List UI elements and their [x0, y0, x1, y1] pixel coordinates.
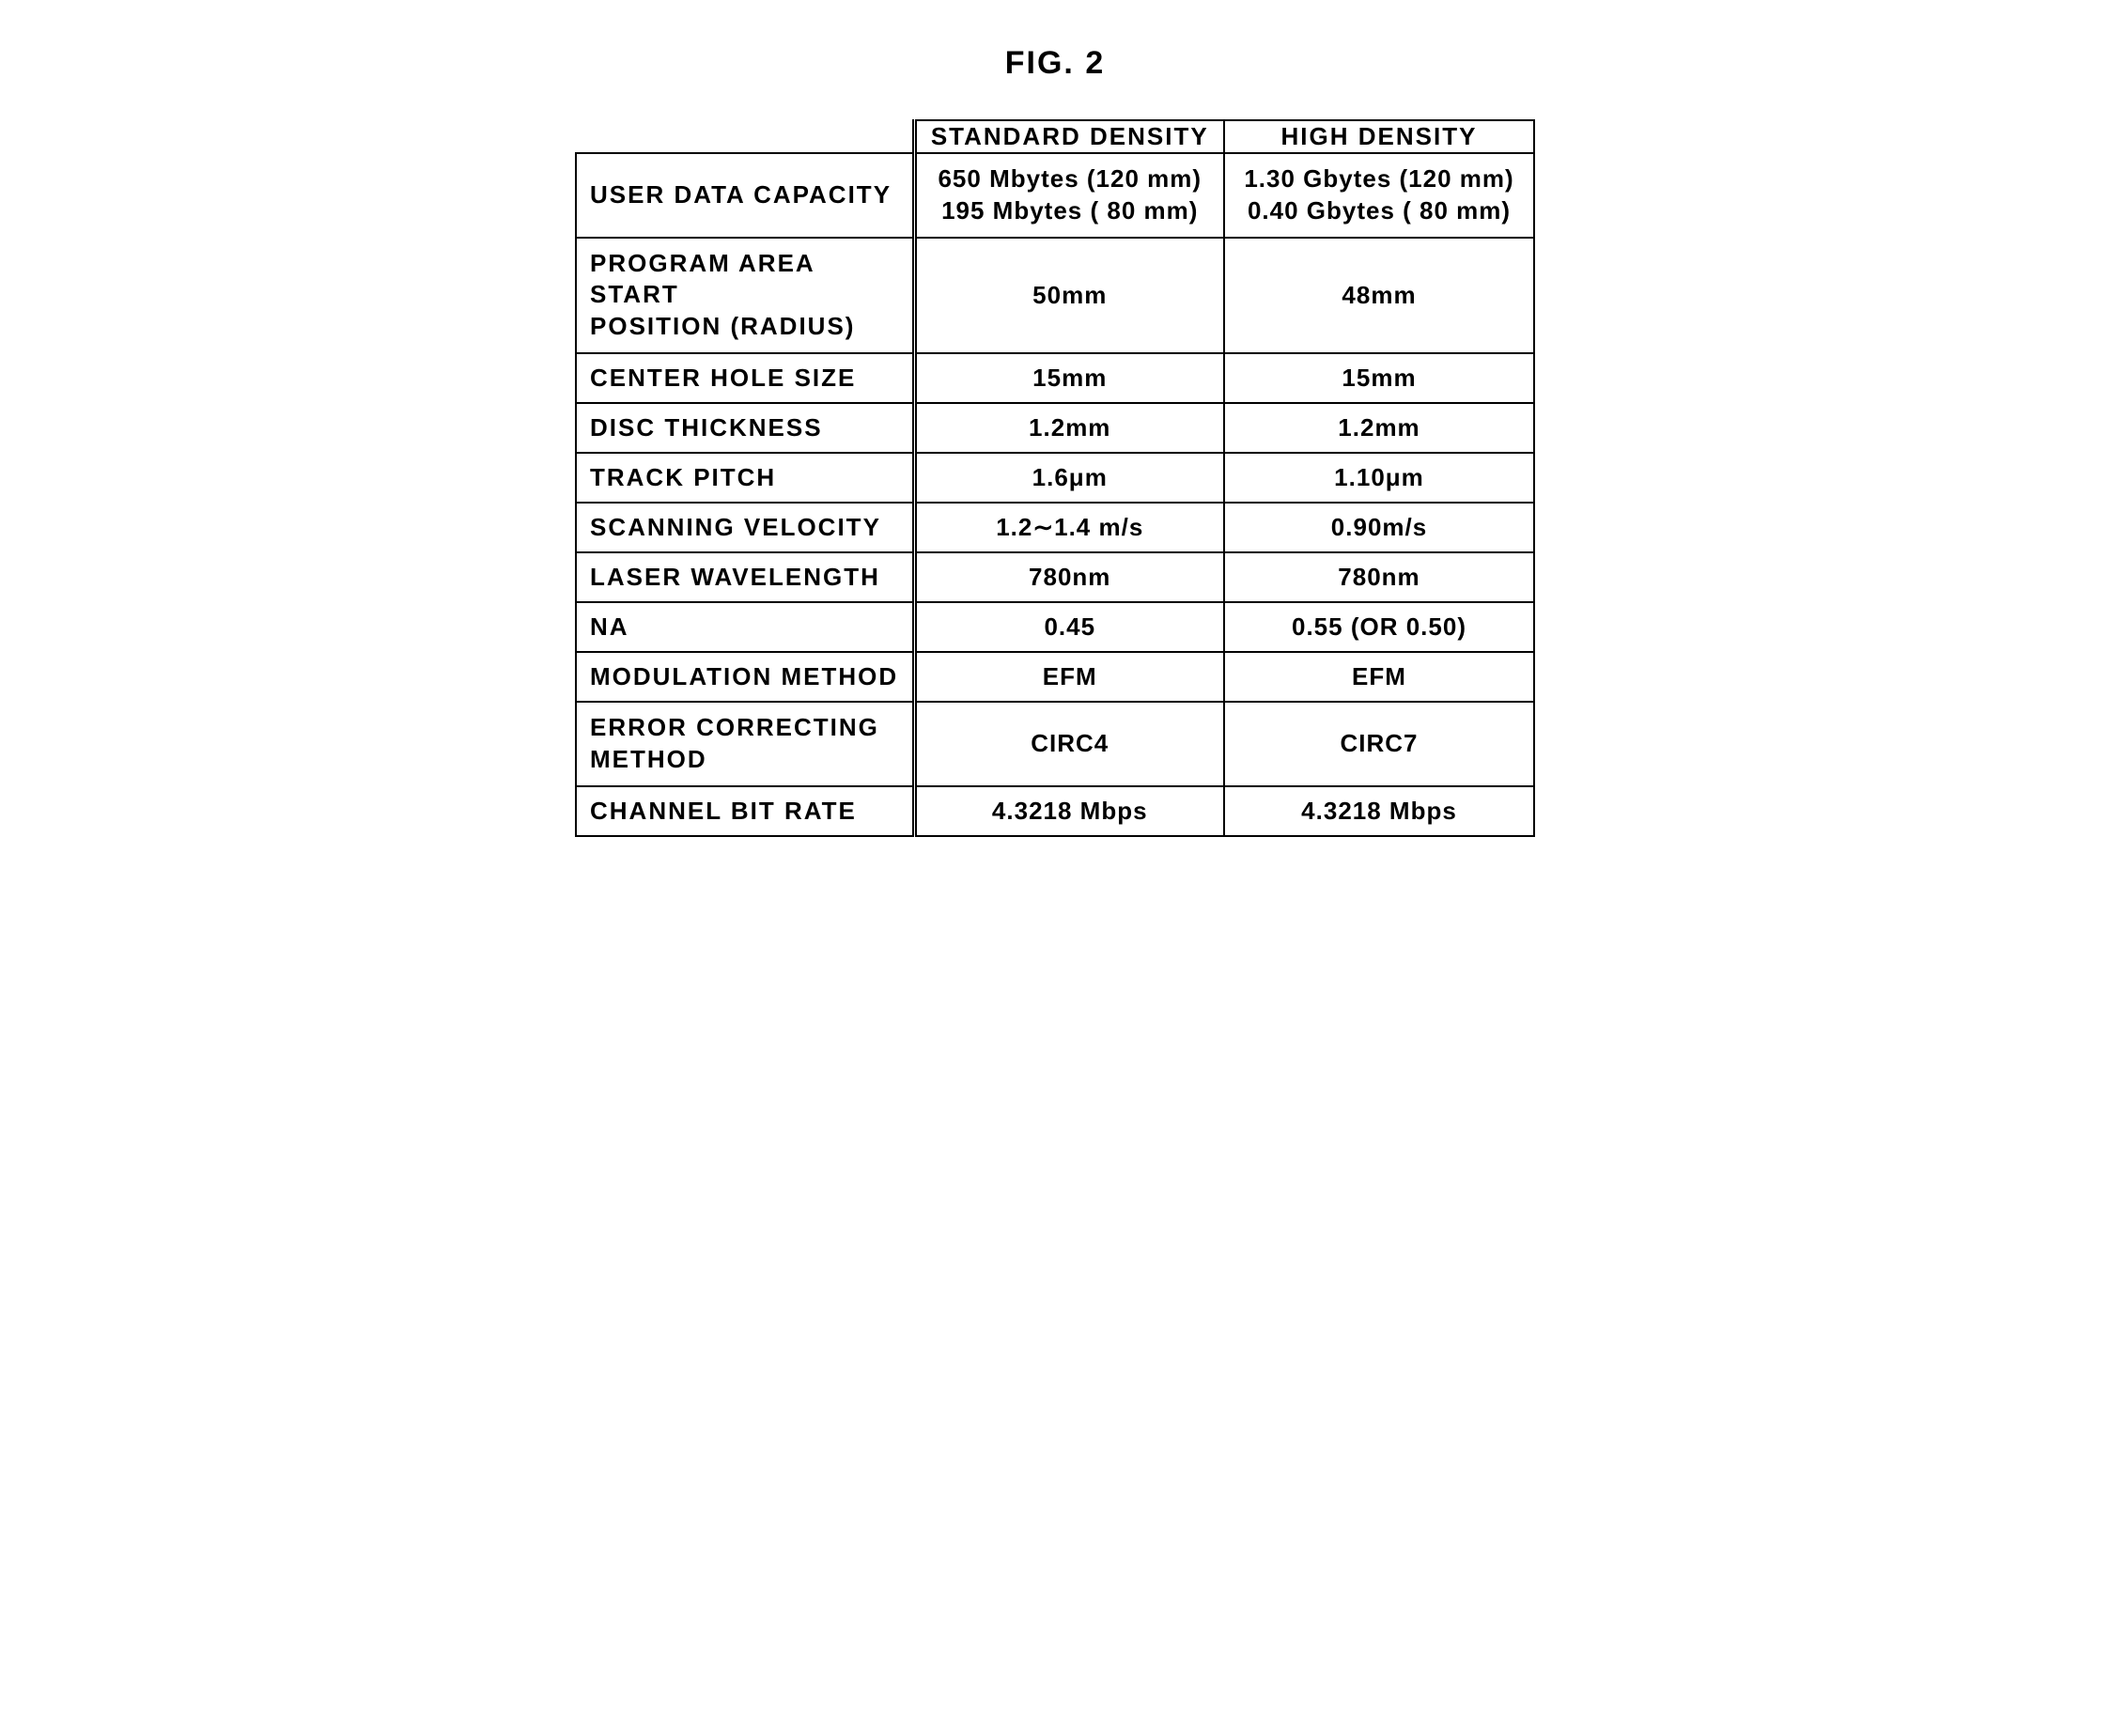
- cell-std: CIRC4: [914, 702, 1224, 786]
- row-label-track-pitch: TRACK PITCH: [576, 453, 914, 503]
- row-label-modulation-method: MODULATION METHOD: [576, 652, 914, 702]
- cell-text: 0.40 Gbytes ( 80 mm): [1248, 196, 1511, 225]
- cell-std: 4.3218 Mbps: [914, 786, 1224, 836]
- table-row: DISC THICKNESS 1.2mm 1.2mm: [576, 403, 1534, 453]
- header-standard-density: STANDARD DENSITY: [914, 120, 1224, 153]
- cell-std: 1.2mm: [914, 403, 1224, 453]
- table-row: NA 0.45 0.55 (OR 0.50): [576, 602, 1534, 652]
- cell-std: 1.2∼1.4 m/s: [914, 503, 1224, 552]
- cell-text: PROGRAM AREA START: [590, 249, 815, 309]
- cell-high: 0.55 (OR 0.50): [1224, 602, 1534, 652]
- row-label-error-correcting-method: ERROR CORRECTING METHOD: [576, 702, 914, 786]
- cell-text: POSITION (RADIUS): [590, 312, 855, 340]
- cell-high: 0.90m/s: [1224, 503, 1534, 552]
- cell-std: 1.6μm: [914, 453, 1224, 503]
- cell-high: CIRC7: [1224, 702, 1534, 786]
- table-row: LASER WAVELENGTH 780nm 780nm: [576, 552, 1534, 602]
- row-label-scanning-velocity: SCANNING VELOCITY: [576, 503, 914, 552]
- cell-high: EFM: [1224, 652, 1534, 702]
- cell-high: 1.10μm: [1224, 453, 1534, 503]
- table-row: USER DATA CAPACITY 650 Mbytes (120 mm) 1…: [576, 153, 1534, 238]
- table-row: TRACK PITCH 1.6μm 1.10μm: [576, 453, 1534, 503]
- cell-text: 650 Mbytes (120 mm): [938, 164, 1202, 193]
- cell-high: 15mm: [1224, 353, 1534, 403]
- row-label-center-hole-size: CENTER HOLE SIZE: [576, 353, 914, 403]
- table-row: CHANNEL BIT RATE 4.3218 Mbps 4.3218 Mbps: [576, 786, 1534, 836]
- row-label-channel-bit-rate: CHANNEL BIT RATE: [576, 786, 914, 836]
- cell-text: METHOD: [590, 745, 707, 773]
- table-row: PROGRAM AREA START POSITION (RADIUS) 50m…: [576, 238, 1534, 353]
- row-label-user-data-capacity: USER DATA CAPACITY: [576, 153, 914, 238]
- table-row: MODULATION METHOD EFM EFM: [576, 652, 1534, 702]
- header-high-density: HIGH DENSITY: [1224, 120, 1534, 153]
- cell-text: ERROR CORRECTING: [590, 713, 879, 741]
- cell-std: 50mm: [914, 238, 1224, 353]
- cell-std: 15mm: [914, 353, 1224, 403]
- table-header-row: STANDARD DENSITY HIGH DENSITY: [576, 120, 1534, 153]
- cell-high: 780nm: [1224, 552, 1534, 602]
- cell-std: 650 Mbytes (120 mm) 195 Mbytes ( 80 mm): [914, 153, 1224, 238]
- figure-title: FIG. 2: [1005, 45, 1105, 82]
- table-row: CENTER HOLE SIZE 15mm 15mm: [576, 353, 1534, 403]
- table-row: SCANNING VELOCITY 1.2∼1.4 m/s 0.90m/s: [576, 503, 1534, 552]
- spec-table: STANDARD DENSITY HIGH DENSITY USER DATA …: [575, 119, 1535, 837]
- row-label-laser-wavelength: LASER WAVELENGTH: [576, 552, 914, 602]
- row-label-disc-thickness: DISC THICKNESS: [576, 403, 914, 453]
- row-label-program-area-start: PROGRAM AREA START POSITION (RADIUS): [576, 238, 914, 353]
- cell-high: 48mm: [1224, 238, 1534, 353]
- cell-std: 780nm: [914, 552, 1224, 602]
- cell-text: 195 Mbytes ( 80 mm): [941, 196, 1198, 225]
- header-empty-cell: [576, 120, 914, 153]
- cell-high: 1.30 Gbytes (120 mm) 0.40 Gbytes ( 80 mm…: [1224, 153, 1534, 238]
- cell-std: EFM: [914, 652, 1224, 702]
- cell-text: 1.30 Gbytes (120 mm): [1244, 164, 1513, 193]
- cell-high: 1.2mm: [1224, 403, 1534, 453]
- cell-std: 0.45: [914, 602, 1224, 652]
- table-row: ERROR CORRECTING METHOD CIRC4 CIRC7: [576, 702, 1534, 786]
- row-label-na: NA: [576, 602, 914, 652]
- cell-high: 4.3218 Mbps: [1224, 786, 1534, 836]
